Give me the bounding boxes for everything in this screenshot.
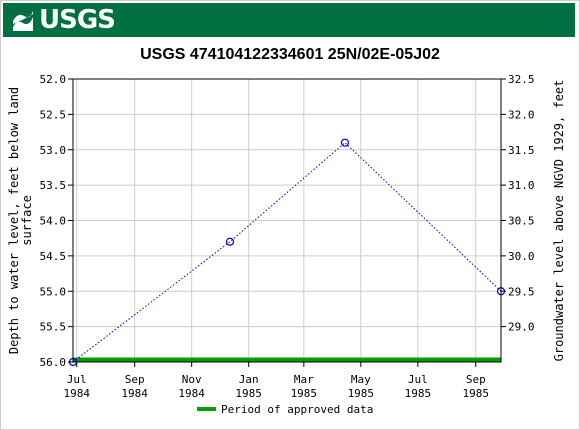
- x-tick-month: Nov: [182, 373, 202, 386]
- right-axis: 32.5 32.0 31.5 31.0 30.5 30.0 29.5 29.0: [501, 73, 535, 334]
- right-tick-label: 31.5: [508, 144, 535, 157]
- x-tick-month: Sep: [125, 373, 145, 386]
- left-tick-label: 56.0: [40, 356, 67, 369]
- left-tick-label: 54.5: [40, 250, 67, 263]
- x-tick-year: 1985: [291, 387, 318, 400]
- left-tick-label: 53.0: [40, 144, 67, 157]
- right-tick-label: 30.0: [508, 250, 535, 263]
- right-tick-label: 32.5: [508, 73, 535, 86]
- x-tick-month: Sep: [466, 373, 486, 386]
- left-axis-title: Depth to water level, feet below landsur…: [7, 87, 34, 354]
- data-point: [225, 237, 235, 246]
- left-axis: 52.0 52.5 53.0 53.5 54.0 54.5 55.0 55.5 56.0: [40, 73, 73, 369]
- right-tick-label: 32.0: [508, 108, 535, 121]
- left-tick-label: 52.0: [40, 73, 67, 86]
- x-tick-month: Jul: [408, 373, 428, 386]
- right-tick-label: 30.5: [508, 215, 535, 228]
- legend-label: Period of approved data: [221, 403, 373, 416]
- x-tick-year: 1984: [121, 387, 148, 400]
- right-tick-label: 29.0: [508, 321, 535, 334]
- legend: Period of approved data: [197, 403, 373, 416]
- left-axis-title-line: surface: [20, 195, 34, 246]
- left-tick-label: 52.5: [40, 108, 67, 121]
- x-tick-month: Mar: [294, 373, 314, 386]
- usgs-logo-text: USGS: [39, 5, 116, 35]
- x-tick-year: 1985: [235, 387, 262, 400]
- x-tick-year: 1985: [348, 387, 375, 400]
- x-tick-year: 1984: [63, 387, 90, 400]
- grid: [73, 78, 501, 363]
- left-tick-label: 55.5: [40, 321, 67, 334]
- x-tick-year: 1984: [178, 387, 205, 400]
- x-tick-month: Jan: [239, 373, 259, 386]
- x-tick-year: 1985: [405, 387, 432, 400]
- left-tick-label: 53.5: [40, 179, 67, 192]
- series-line: [72, 142, 502, 363]
- right-tick-label: 29.5: [508, 285, 535, 298]
- left-tick-label: 54.0: [40, 215, 67, 228]
- usgs-banner: USGS: [3, 3, 575, 37]
- x-tick-month: Jul: [67, 373, 87, 386]
- right-axis-title: Groundwater level above NGVD 1929, feet: [552, 80, 566, 362]
- x-tick-year: 1985: [463, 387, 490, 400]
- x-axis: Jul1984Sep1984Nov1984Jan1985Mar1985May19…: [63, 362, 489, 400]
- usgs-logo[interactable]: USGS: [11, 5, 116, 35]
- right-tick-label: 31.0: [508, 179, 535, 192]
- x-tick-month: May: [351, 373, 371, 386]
- left-tick-label: 55.0: [40, 285, 67, 298]
- usgs-wave-icon: [13, 11, 33, 31]
- data-point: [340, 138, 350, 147]
- left-axis-title-line: Depth to water level, feet below land: [7, 87, 21, 354]
- chart-title: USGS 474104122334601 25N/02E-05J02: [140, 46, 440, 63]
